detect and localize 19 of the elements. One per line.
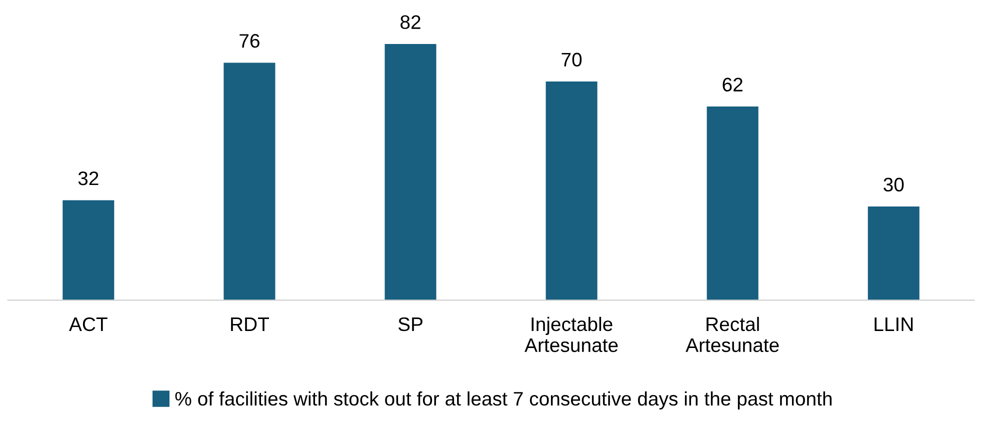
legend-label: % of facilities with stock out for at least 7 consecutive days in the past month [175, 391, 832, 410]
x-tick-label: ACT [69, 317, 108, 332]
bar [546, 81, 598, 300]
data-label: 30 [884, 178, 904, 192]
x-tick-label: Injectable Artesunate [524, 316, 618, 352]
data-label: 76 [240, 34, 260, 48]
x-tick-label: RDT [231, 318, 269, 331]
data-label: 32 [78, 171, 98, 186]
data-label: 70 [562, 52, 582, 67]
x-tick-label: Rectal Artesunate [686, 316, 779, 352]
bar [868, 206, 920, 300]
data-label: 62 [722, 78, 742, 92]
bar [706, 106, 758, 300]
bar [384, 44, 436, 300]
bar [224, 62, 276, 300]
bar [62, 200, 114, 300]
x-tick-label: LLIN [874, 318, 913, 331]
x-tick-label: SP [398, 317, 422, 332]
data-label: 82 [400, 15, 420, 30]
